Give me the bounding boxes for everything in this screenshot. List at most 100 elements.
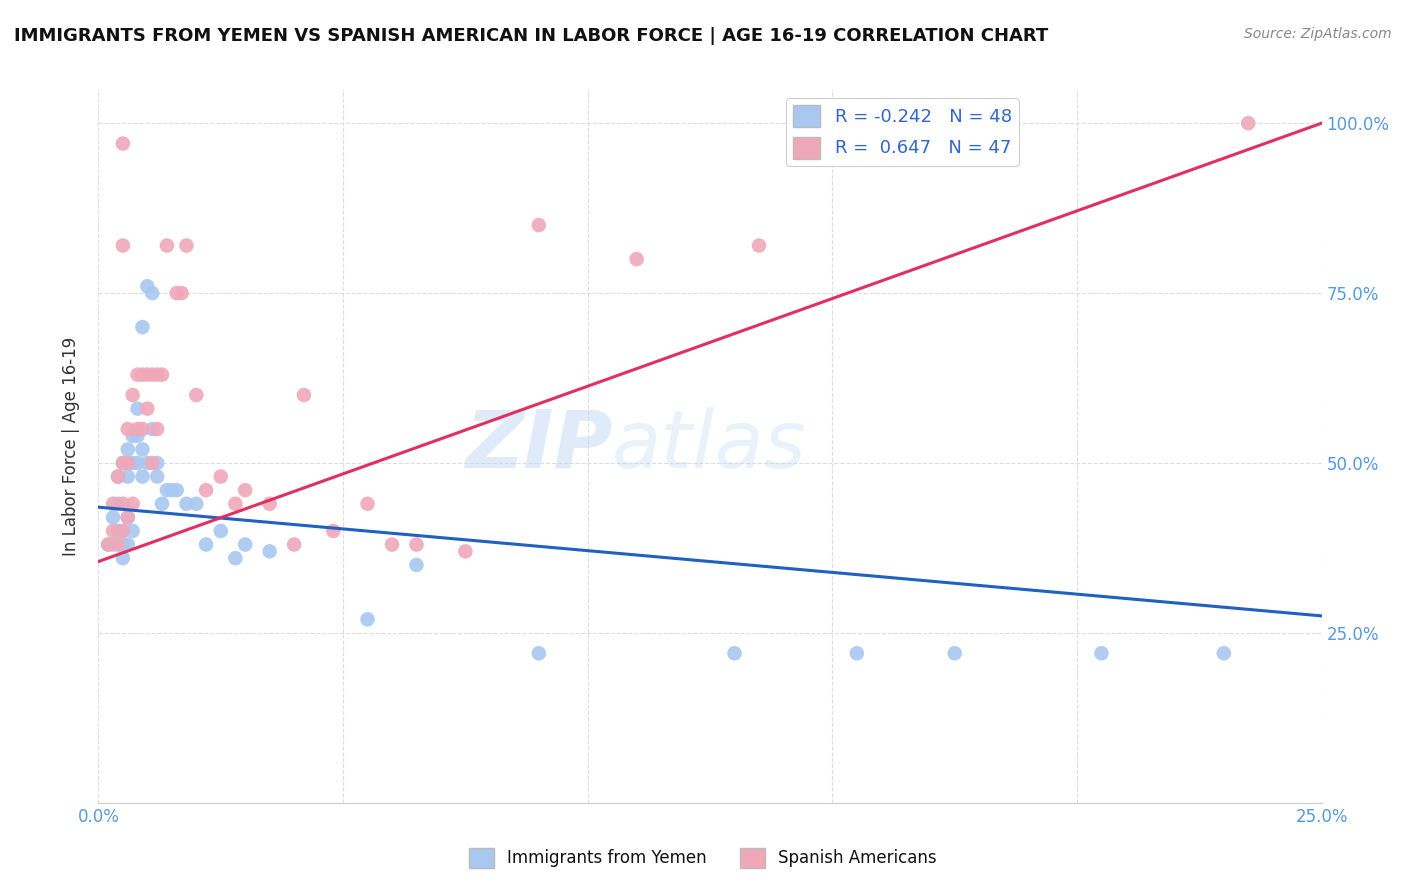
Point bbox=[131, 469, 153, 483]
Point bbox=[146, 368, 169, 382]
Point bbox=[146, 469, 169, 483]
Point bbox=[111, 524, 134, 538]
Point bbox=[209, 524, 232, 538]
Point bbox=[176, 238, 198, 252]
Point bbox=[141, 286, 163, 301]
Point bbox=[127, 368, 149, 382]
Point bbox=[131, 422, 153, 436]
Point bbox=[405, 537, 427, 551]
Point bbox=[97, 537, 120, 551]
Point bbox=[121, 388, 143, 402]
Point bbox=[117, 422, 139, 436]
Point bbox=[150, 368, 173, 382]
Point bbox=[117, 469, 139, 483]
Text: ZIP: ZIP bbox=[465, 407, 612, 485]
Point bbox=[259, 544, 281, 558]
Point bbox=[209, 469, 232, 483]
Legend: R = -0.242   N = 48, R =  0.647   N = 47: R = -0.242 N = 48, R = 0.647 N = 47 bbox=[786, 98, 1019, 166]
Point bbox=[107, 497, 129, 511]
Point bbox=[723, 646, 745, 660]
Point bbox=[176, 497, 198, 511]
Point bbox=[1212, 646, 1234, 660]
Point bbox=[111, 537, 134, 551]
Point bbox=[186, 388, 208, 402]
Point bbox=[233, 537, 256, 551]
Point bbox=[141, 456, 163, 470]
Point bbox=[101, 497, 124, 511]
Point bbox=[141, 422, 163, 436]
Point bbox=[259, 497, 281, 511]
Point bbox=[101, 524, 124, 538]
Point bbox=[117, 537, 139, 551]
Point bbox=[127, 429, 149, 443]
Point bbox=[117, 510, 139, 524]
Point bbox=[527, 218, 550, 232]
Point bbox=[136, 401, 159, 416]
Point bbox=[107, 469, 129, 483]
Point bbox=[127, 422, 149, 436]
Point bbox=[146, 422, 169, 436]
Point bbox=[292, 388, 315, 402]
Point bbox=[111, 551, 134, 566]
Point bbox=[381, 537, 404, 551]
Point bbox=[101, 537, 124, 551]
Point bbox=[107, 537, 129, 551]
Point bbox=[131, 320, 153, 334]
Point bbox=[136, 368, 159, 382]
Point bbox=[111, 136, 134, 151]
Point bbox=[322, 524, 344, 538]
Point bbox=[136, 456, 159, 470]
Point bbox=[166, 483, 188, 498]
Point bbox=[195, 483, 218, 498]
Point bbox=[186, 497, 208, 511]
Point bbox=[111, 456, 134, 470]
Point bbox=[121, 429, 143, 443]
Point bbox=[127, 401, 149, 416]
Point bbox=[160, 483, 183, 498]
Point bbox=[527, 646, 550, 660]
Point bbox=[233, 483, 256, 498]
Point bbox=[845, 646, 868, 660]
Point bbox=[131, 442, 153, 457]
Point bbox=[117, 510, 139, 524]
Point bbox=[1237, 116, 1260, 130]
Point bbox=[121, 456, 143, 470]
Point bbox=[454, 544, 477, 558]
Point bbox=[166, 286, 188, 301]
Point bbox=[107, 524, 129, 538]
Point bbox=[356, 612, 378, 626]
Y-axis label: In Labor Force | Age 16-19: In Labor Force | Age 16-19 bbox=[62, 336, 80, 556]
Legend: Immigrants from Yemen, Spanish Americans: Immigrants from Yemen, Spanish Americans bbox=[463, 841, 943, 875]
Point bbox=[224, 497, 246, 511]
Point bbox=[283, 537, 305, 551]
Point bbox=[141, 368, 163, 382]
Point bbox=[117, 442, 139, 457]
Point bbox=[146, 456, 169, 470]
Point bbox=[107, 469, 129, 483]
Point bbox=[748, 238, 770, 252]
Point bbox=[156, 483, 179, 498]
Point bbox=[405, 558, 427, 572]
Point bbox=[121, 524, 143, 538]
Point bbox=[170, 286, 193, 301]
Point bbox=[150, 497, 173, 511]
Point bbox=[131, 368, 153, 382]
Point bbox=[136, 279, 159, 293]
Point bbox=[224, 551, 246, 566]
Point bbox=[111, 524, 134, 538]
Point bbox=[1090, 646, 1112, 660]
Point bbox=[156, 238, 179, 252]
Point bbox=[111, 238, 134, 252]
Point bbox=[121, 497, 143, 511]
Text: IMMIGRANTS FROM YEMEN VS SPANISH AMERICAN IN LABOR FORCE | AGE 16-19 CORRELATION: IMMIGRANTS FROM YEMEN VS SPANISH AMERICA… bbox=[14, 27, 1049, 45]
Point bbox=[626, 252, 648, 266]
Point bbox=[97, 537, 120, 551]
Point bbox=[356, 497, 378, 511]
Point bbox=[111, 456, 134, 470]
Point bbox=[195, 537, 218, 551]
Text: Source: ZipAtlas.com: Source: ZipAtlas.com bbox=[1244, 27, 1392, 41]
Point bbox=[117, 456, 139, 470]
Point bbox=[127, 456, 149, 470]
Point bbox=[111, 497, 134, 511]
Point bbox=[101, 510, 124, 524]
